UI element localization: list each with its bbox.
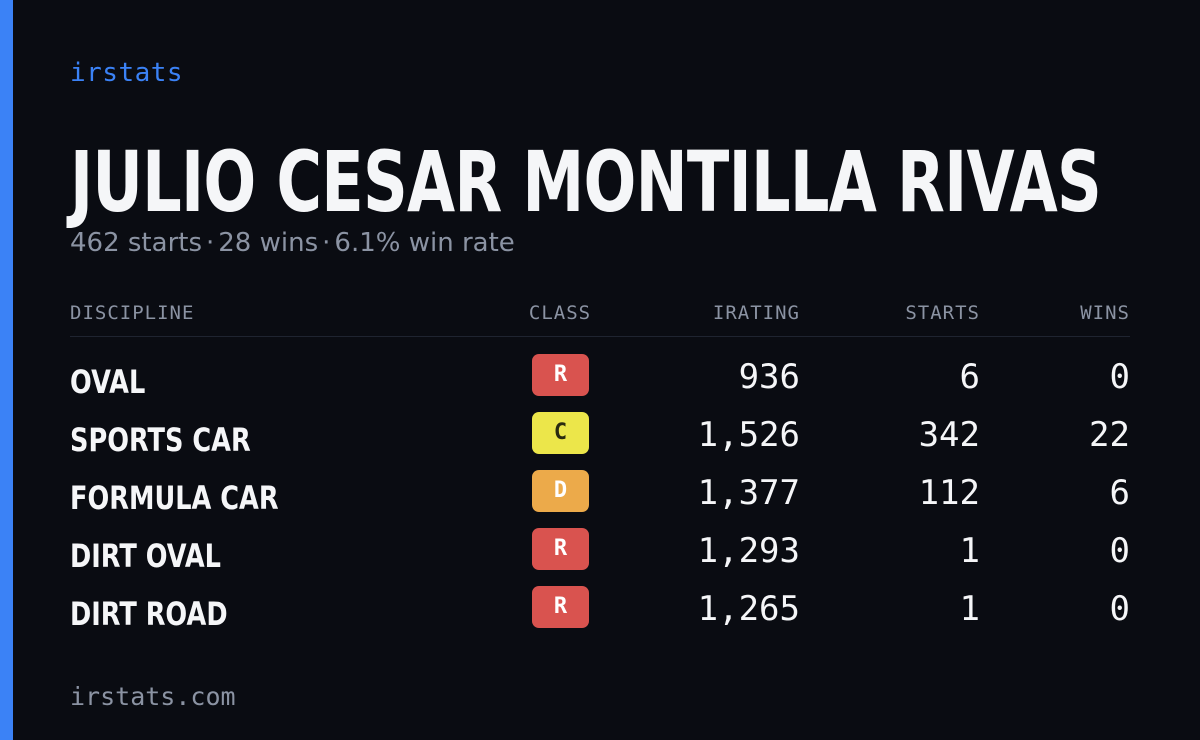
footer-url[interactable]: irstats.com [70, 682, 236, 711]
irating-value: 1,377 [697, 473, 800, 513]
table-row: FORMULA CAR D 1,377 112 6 [70, 469, 1130, 527]
header-discipline: DISCIPLINE [70, 302, 195, 324]
table-row: DIRT OVAL R 1,293 1 0 [70, 527, 1130, 585]
table-row: DIRT ROAD R 1,265 1 0 [70, 585, 1130, 643]
wins-value: 0 [1109, 531, 1130, 571]
summary-win-rate: 6.1% win rate [334, 228, 515, 258]
irating-value: 936 [738, 357, 800, 397]
table-header: DISCIPLINE CLASS IRATING STARTS WINS [70, 300, 1130, 337]
discipline-name: DIRT OVAL [70, 537, 221, 575]
starts-value: 1 [959, 531, 980, 571]
discipline-name: OVAL [70, 363, 146, 401]
wins-value: 22 [1089, 415, 1130, 455]
header-wins: WINS [1080, 302, 1130, 324]
class-badge: C [532, 412, 589, 454]
header-class: CLASS [528, 302, 592, 324]
accent-bar [0, 0, 13, 740]
class-badge: R [532, 528, 589, 570]
discipline-table: DISCIPLINE CLASS IRATING STARTS WINS OVA… [70, 300, 1130, 643]
class-badge: D [532, 470, 589, 512]
wins-value: 0 [1109, 357, 1130, 397]
driver-name: JULIO CESAR MONTILLA RIVAS [70, 133, 1102, 231]
discipline-name: DIRT ROAD [70, 595, 228, 633]
starts-value: 342 [918, 415, 980, 455]
wins-value: 0 [1109, 589, 1130, 629]
starts-value: 6 [959, 357, 980, 397]
class-badge: R [532, 354, 589, 396]
irating-value: 1,526 [697, 415, 800, 455]
table-row: OVAL R 936 6 0 [70, 353, 1130, 411]
wins-value: 6 [1109, 473, 1130, 513]
table-row: SPORTS CAR C 1,526 342 22 [70, 411, 1130, 469]
summary-separator: · [322, 228, 331, 258]
discipline-name: SPORTS CAR [70, 421, 251, 459]
header-irating: IRATING [712, 302, 800, 324]
discipline-name: FORMULA CAR [70, 479, 279, 517]
summary-wins: 28 wins [218, 228, 319, 258]
class-badge: R [532, 586, 589, 628]
starts-value: 1 [959, 589, 980, 629]
header-starts: STARTS [905, 302, 980, 324]
irating-value: 1,265 [697, 589, 800, 629]
starts-value: 112 [918, 473, 980, 513]
driver-summary: 462 starts · 28 wins · 6.1% win rate [70, 228, 515, 258]
table-body: OVAL R 936 6 0 SPORTS CAR C 1,526 342 22… [70, 353, 1130, 643]
summary-separator: · [206, 228, 215, 258]
brand-logo[interactable]: irstats [70, 58, 184, 88]
irating-value: 1,293 [697, 531, 800, 571]
summary-starts: 462 starts [70, 228, 202, 258]
